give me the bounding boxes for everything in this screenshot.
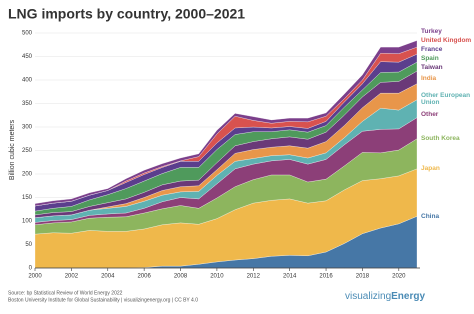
y-tick-label: 250 <box>22 148 33 154</box>
legend-label: Japan <box>421 165 440 172</box>
y-tick-label: 150 <box>22 195 33 201</box>
y-tick-label: 300 <box>22 125 33 131</box>
legend-label: India <box>421 75 437 82</box>
x-tick-label: 2008 <box>174 274 188 280</box>
legend-label: United Kingdom <box>421 37 472 44</box>
x-tick-label: 2010 <box>210 274 224 280</box>
source: Source: bp Statistical Review of World E… <box>8 290 123 296</box>
chart-title: LNG imports by country, 2000–2021 <box>8 6 245 22</box>
legend-label: South Korea <box>421 135 460 142</box>
y-tick-label: 100 <box>22 219 33 225</box>
y-tick-label: 50 <box>25 242 32 248</box>
legend-label: Turkey <box>421 28 442 35</box>
x-tick-label: 2020 <box>392 274 406 280</box>
x-tick-label: 2002 <box>65 274 79 280</box>
x-tick-label: 2018 <box>356 274 370 280</box>
legend-label: Other European Union <box>421 92 471 106</box>
y-tick-label: 500 <box>22 31 33 37</box>
x-tick-label: 2012 <box>247 274 261 280</box>
logo-a: visualizing <box>345 291 391 302</box>
logo-b: Energy <box>391 291 425 302</box>
legend-label: France <box>421 46 443 53</box>
y-tick-label: 450 <box>22 54 33 60</box>
x-tick-label: 2006 <box>137 274 151 280</box>
legend-label: Spain <box>421 55 439 62</box>
y-tick-label: 200 <box>22 172 33 178</box>
y-tick-label: 400 <box>22 78 33 84</box>
logo: visualizingEnergy <box>345 291 425 302</box>
y-tick-label: 350 <box>22 101 33 107</box>
x-tick-label: 2004 <box>101 274 115 280</box>
legend-label: Taiwan <box>421 64 443 71</box>
y-axis-label: Billion cubic meters <box>9 119 16 180</box>
credit: Boston University Institute for Global S… <box>8 297 198 303</box>
x-tick-label: 2000 <box>28 274 42 280</box>
y-tick-label: 0 <box>29 266 33 272</box>
x-tick-label: 2014 <box>283 274 297 280</box>
area <box>34 40 418 207</box>
legend-label: Other <box>421 111 439 118</box>
legend-label: China <box>421 213 440 220</box>
x-tick-label: 2016 <box>319 274 333 280</box>
